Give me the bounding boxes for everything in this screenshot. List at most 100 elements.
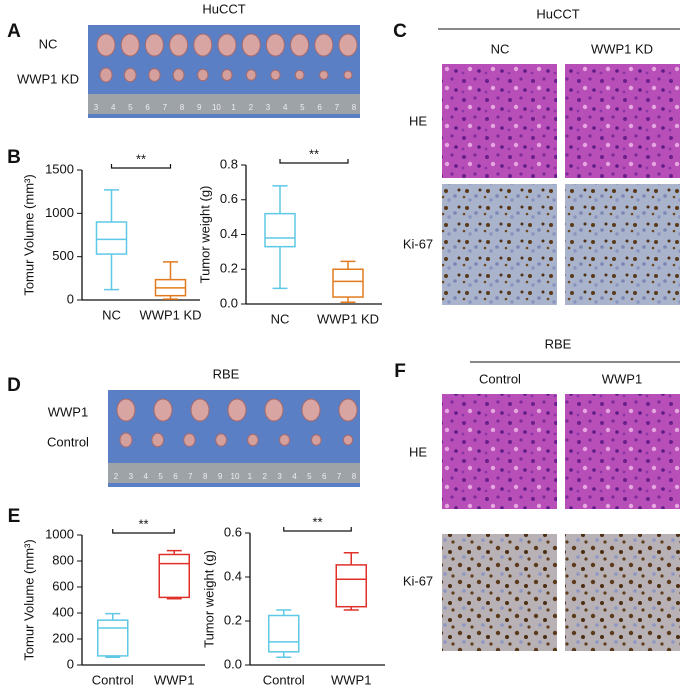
tumor [144, 33, 164, 57]
tumor [197, 68, 209, 82]
tumor [314, 33, 334, 57]
ruler-number: 8 [352, 472, 357, 481]
tumor [153, 398, 173, 422]
y-tick-label: 0.2 [220, 261, 238, 276]
significance-bracket [112, 529, 175, 534]
photo-title: HuCCT [536, 6, 579, 21]
tumor [120, 33, 140, 57]
box [335, 564, 367, 608]
ruler-number: 9 [197, 103, 202, 112]
y-tick-label: 0.2 [224, 612, 242, 627]
ruler-number: 7 [188, 472, 193, 481]
micrograph [442, 184, 557, 305]
column-label: Control [479, 371, 521, 386]
x-tick-label: WWP1 KD [139, 307, 201, 322]
ruler-number: 6 [173, 472, 178, 481]
y-axis-label: Tomur Volume (mm³) [21, 539, 36, 660]
box [268, 614, 300, 653]
micrograph [442, 394, 557, 509]
ruler-number: 7 [335, 103, 340, 112]
ruler-number: 2 [114, 472, 119, 481]
y-tick-label: 500 [52, 248, 74, 263]
ruler [108, 463, 360, 483]
ruler-number: 10 [212, 103, 221, 112]
tumor [265, 33, 285, 57]
lower-whisker [276, 651, 292, 659]
ruler-number: 1 [231, 103, 236, 112]
x-tick-label: WWP1 [154, 672, 194, 687]
tumor [172, 68, 185, 82]
y-axis-label: Tumor weight (g) [197, 186, 212, 284]
ruler-number: 5 [300, 103, 305, 112]
tumor [227, 398, 247, 422]
ruler-number: 4 [283, 103, 288, 112]
tumor [169, 33, 189, 57]
y-axis-label: Tumor weight (g) [201, 550, 216, 648]
y-tick-label: 1000 [45, 526, 74, 541]
panel-label: C [393, 21, 407, 42]
significance-label: ** [138, 516, 148, 531]
tumor [119, 432, 133, 448]
upper-whisker [104, 189, 119, 222]
photo-title: HuCCT [202, 1, 245, 16]
photo-title: RBE [545, 336, 572, 351]
x-tick-label: WWP1 [331, 672, 371, 687]
y-tick-label: 600 [52, 578, 74, 593]
box [158, 553, 190, 599]
tumor [221, 69, 233, 81]
tumor [151, 432, 165, 448]
box [97, 619, 129, 657]
y-tick-label: 800 [52, 552, 74, 567]
x-tick-label: Control [92, 672, 134, 687]
significance-bracket [283, 527, 352, 532]
box [95, 221, 128, 255]
row-label: Ki-67 [403, 236, 433, 251]
ruler-number: 3 [129, 472, 134, 481]
column-label: WWP1 KD [591, 41, 653, 56]
tumor [215, 433, 228, 447]
y-tick-label: 0.6 [224, 524, 242, 539]
tumor [148, 68, 161, 82]
x-tick-label: WWP1 KD [317, 311, 379, 326]
photo-title: RBE [213, 366, 240, 381]
ruler-number: 5 [158, 472, 163, 481]
row-label: WWP1 [48, 404, 88, 419]
box [332, 268, 364, 298]
column-label: NC [491, 41, 510, 56]
ruler [88, 94, 360, 114]
tumor [264, 398, 284, 422]
micrograph [565, 534, 680, 651]
y-tick-label: 0 [67, 656, 74, 671]
upper-whisker [340, 260, 356, 270]
row-label: Ki-67 [403, 573, 433, 588]
micrograph [442, 534, 557, 651]
y-tick-label: 0.0 [220, 295, 238, 310]
tumor [190, 398, 210, 422]
tumor [270, 69, 281, 81]
tumor [319, 70, 329, 80]
tumor [343, 70, 353, 80]
y-tick-label: 0.0 [224, 656, 242, 671]
micrograph [442, 64, 557, 178]
upper-whisker [163, 261, 178, 280]
tumor [193, 33, 213, 57]
ruler-number: 10 [231, 472, 240, 481]
tumor [116, 398, 136, 422]
tumor [217, 33, 237, 57]
ruler-number: 6 [145, 103, 150, 112]
ruler-number: 3 [94, 103, 99, 112]
ruler-number: 9 [218, 472, 223, 481]
significance-bracket [279, 159, 349, 164]
lower-whisker [104, 254, 119, 291]
y-tick-label: 1500 [45, 161, 74, 176]
x-tick-label: NC [102, 307, 121, 322]
tumor [279, 434, 291, 446]
upper-whisker [276, 609, 292, 616]
row-label: Control [47, 434, 89, 449]
tumor [247, 433, 259, 447]
tumor [294, 69, 305, 81]
ruler-number: 3 [266, 103, 271, 112]
row-label: HE [409, 444, 427, 459]
panel-label: F [394, 361, 406, 382]
